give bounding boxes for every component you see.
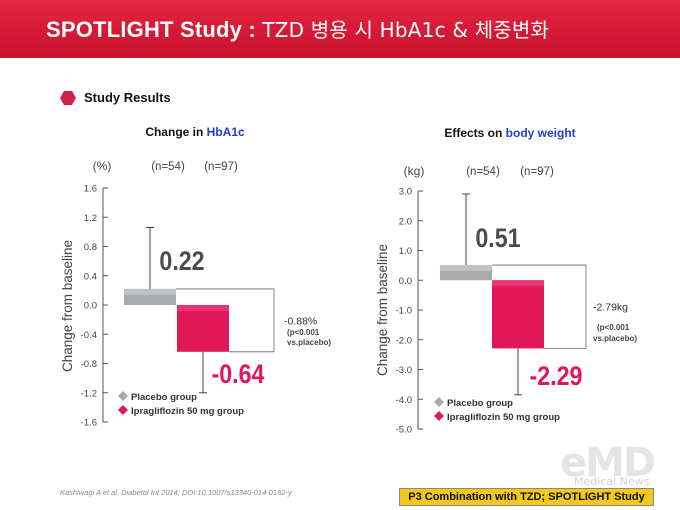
y-tick-label: 1.6 bbox=[84, 184, 97, 195]
y-tick-label: 0.4 bbox=[84, 271, 97, 282]
y-tick-label: -5.0 bbox=[396, 425, 412, 436]
y-tick-label: 1.2 bbox=[84, 213, 97, 224]
y-tick-label: -4.0 bbox=[396, 395, 412, 406]
difference-label: -0.88% bbox=[284, 315, 317, 327]
y-tick-label: 1.0 bbox=[399, 246, 412, 257]
legend-label: Ipragliflozin 50 mg group bbox=[131, 406, 244, 417]
chart-title-highlight: body weight bbox=[506, 126, 576, 140]
body-weight-chart: Effects on body weight (kg) (n=54) (n=97) Ch… bbox=[375, 126, 637, 436]
n-label: (n=97) bbox=[204, 161, 238, 173]
n-label: (n=54) bbox=[151, 161, 185, 173]
n-label: (n=97) bbox=[520, 166, 554, 178]
difference-label: -2.79kg bbox=[593, 302, 628, 314]
chart-title-text: Change in bbox=[145, 125, 206, 139]
reference-citation: Kashiwagi A et al. Diabetol Int 2014; DO… bbox=[60, 488, 294, 497]
legend-label: Placebo group bbox=[447, 398, 513, 409]
value-label: 0.22 bbox=[159, 246, 204, 276]
p-value-label: (p<0.001 bbox=[287, 328, 320, 337]
chart-title-text: Effects on bbox=[444, 126, 505, 140]
n-label: (n=54) bbox=[466, 166, 500, 178]
page-title-bold: SPOTLIGHT Study : bbox=[46, 17, 256, 42]
page-title-rest: TZD 병용 시 HbA1c & 체중변화 bbox=[262, 18, 550, 42]
y-tick-label: 3.0 bbox=[399, 187, 412, 198]
chart-title: Change in HbA1c bbox=[145, 125, 245, 139]
legend-marker-icon bbox=[118, 405, 128, 415]
y-tick-label: -2.0 bbox=[396, 335, 412, 346]
chart-title-highlight: HbA1c bbox=[207, 125, 245, 139]
y-tick-label: 0.0 bbox=[399, 276, 412, 287]
p-value-label: vs.placebo) bbox=[287, 338, 331, 347]
hexagon-bullet-icon bbox=[60, 91, 76, 105]
y-tick-label: 0.0 bbox=[84, 301, 97, 312]
section-heading: Study Results bbox=[84, 90, 171, 105]
bar-highlight bbox=[492, 280, 544, 287]
y-tick-label: -1.2 bbox=[81, 388, 97, 399]
chart-title: Effects on body weight bbox=[444, 126, 575, 140]
y-tick-label: -3.0 bbox=[396, 365, 412, 376]
bar-ipragliflozin bbox=[492, 280, 544, 349]
emd-logo-subtitle: Medical News bbox=[574, 475, 650, 488]
legend-label: Placebo group bbox=[131, 392, 197, 403]
legend-marker-icon bbox=[434, 397, 444, 407]
y-tick-label: -0.4 bbox=[81, 330, 97, 341]
difference-bracket bbox=[492, 264, 587, 349]
y-axis-unit: (%) bbox=[93, 159, 112, 173]
p-value-label: vs.placebo) bbox=[593, 334, 637, 343]
bar-ipragliflozin bbox=[177, 305, 229, 352]
y-axis-unit: (kg) bbox=[404, 164, 425, 178]
p-value-label: (p<0.001 bbox=[597, 323, 630, 332]
bar-highlight bbox=[440, 265, 492, 272]
y-axis-label: Change from baseline bbox=[375, 244, 390, 376]
bar-highlight bbox=[124, 288, 176, 295]
emd-logo: eMD bbox=[560, 440, 656, 486]
y-tick-label: -1.0 bbox=[396, 306, 412, 317]
legend-label: Ipragliflozin 50 mg group bbox=[447, 412, 560, 423]
y-tick-label: 2.0 bbox=[399, 216, 412, 227]
bar-highlight bbox=[177, 305, 229, 311]
legend-marker-icon bbox=[434, 411, 444, 421]
title-banner: SPOTLIGHT Study : TZD 병용 시 HbA1c & 체중변화 bbox=[0, 0, 680, 58]
study-badge: P3 Combination with TZD; SPOTLIGHT Study bbox=[399, 488, 654, 506]
y-axis-label: Change from baseline bbox=[60, 240, 75, 372]
y-tick-label: 0.8 bbox=[84, 242, 97, 253]
value-label: -2.29 bbox=[530, 361, 583, 391]
difference-bracket bbox=[176, 288, 275, 353]
y-tick-label: -1.6 bbox=[81, 418, 97, 429]
value-label: 0.51 bbox=[475, 223, 520, 253]
legend-marker-icon bbox=[118, 391, 128, 401]
hba1c-chart: Change in HbA1c (%) (n=54) (n=97) Change fro… bbox=[60, 125, 331, 429]
page-title: SPOTLIGHT Study : TZD 병용 시 HbA1c & 체중변화 bbox=[46, 14, 549, 43]
y-tick-label: -0.8 bbox=[81, 359, 97, 370]
value-label: -0.64 bbox=[212, 359, 265, 389]
